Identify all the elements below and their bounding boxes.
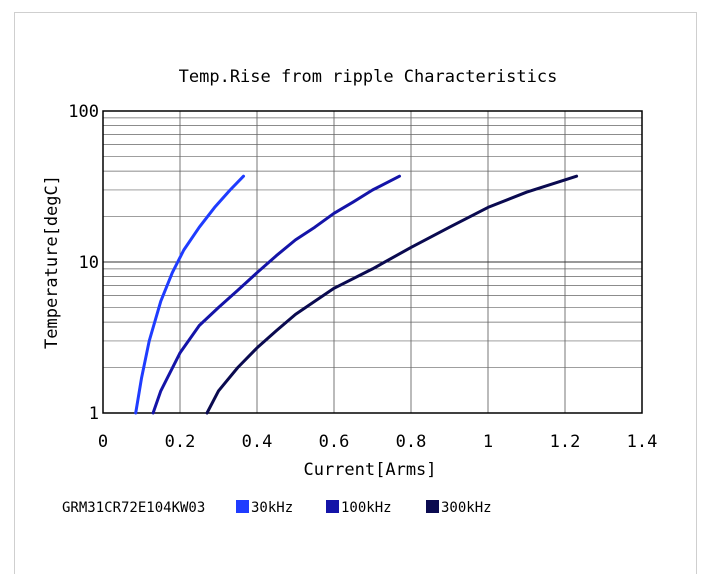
y-axis-label: Temperature[degC]: [42, 175, 62, 349]
x-tick-label: 0.4: [242, 432, 273, 452]
chart-title: Temp.Rise from ripple Characteristics: [179, 67, 558, 87]
series-line-100kHz: [151, 174, 401, 415]
x-ticks: 0 0.2 0.4 0.6 0.8 1 1.2 1.4: [98, 432, 657, 452]
x-axis-label: Current[Arms]: [303, 460, 436, 480]
x-tick-label: 0.8: [396, 432, 427, 452]
legend-label-30kHz: 30kHz: [251, 500, 293, 516]
legend-swatch-300kHz: [426, 500, 439, 513]
y-tick-label: 100: [68, 102, 99, 122]
legend-label-100kHz: 100kHz: [341, 500, 392, 516]
x-tick-label: 1.2: [550, 432, 581, 452]
legend-prefix: GRM31CR72E104KW03: [62, 500, 205, 516]
series-lines: [134, 174, 579, 415]
plot-area: [102, 110, 643, 414]
x-tick-label: 1.4: [627, 432, 658, 452]
series-line-30kHz: [134, 174, 245, 415]
legend-swatch-100kHz: [326, 500, 339, 513]
legend-label-300kHz: 300kHz: [441, 500, 492, 516]
legend-swatch-30kHz: [236, 500, 249, 513]
y-ticks: 1 10 100: [68, 102, 99, 424]
y-tick-label: 10: [79, 253, 99, 273]
x-tick-label: 1: [483, 432, 493, 452]
y-tick-label: 1: [89, 404, 99, 424]
grid: [103, 111, 642, 413]
x-tick-label: 0.2: [165, 432, 196, 452]
legend: GRM31CR72E104KW03 30kHz 100kHz 300kHz: [62, 500, 492, 516]
series-line-300kHz: [205, 174, 579, 415]
chart-frame: [14, 12, 697, 574]
x-tick-label: 0.6: [319, 432, 350, 452]
x-tick-label: 0: [98, 432, 108, 452]
